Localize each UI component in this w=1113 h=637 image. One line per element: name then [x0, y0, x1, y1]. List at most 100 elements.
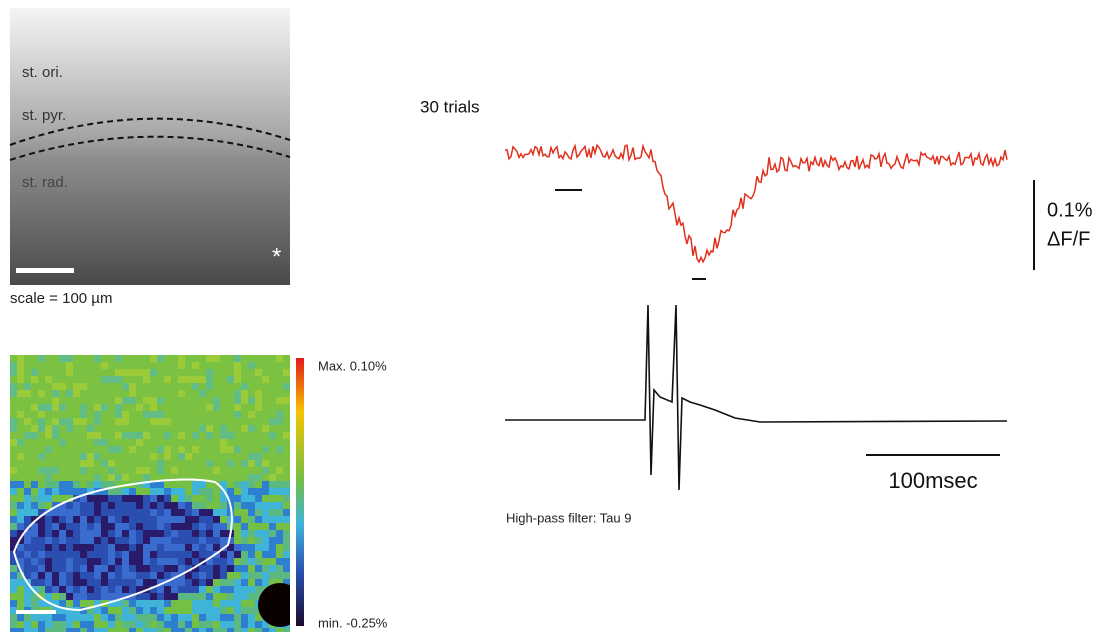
map-cell: [31, 621, 38, 628]
map-cell: [73, 579, 80, 586]
map-cell: [17, 453, 24, 460]
map-cell: [94, 628, 101, 632]
map-cell: [101, 376, 108, 383]
map-cell: [171, 600, 178, 607]
map-cell: [269, 565, 276, 572]
map-cell: [129, 565, 136, 572]
map-cell: [178, 607, 185, 614]
map-cell: [66, 446, 73, 453]
map-cell: [255, 530, 262, 537]
map-cell: [52, 551, 59, 558]
map-cell: [101, 439, 108, 446]
map-cell: [199, 600, 206, 607]
map-cell: [143, 467, 150, 474]
map-cell: [59, 418, 66, 425]
map-cell: [185, 530, 192, 537]
map-cell: [164, 453, 171, 460]
map-cell: [10, 614, 17, 621]
map-cell: [10, 467, 17, 474]
map-cell: [59, 537, 66, 544]
map-cell: [136, 516, 143, 523]
map-cell: [255, 586, 262, 593]
map-cell: [73, 523, 80, 530]
map-cell: [206, 376, 213, 383]
map-cell: [10, 537, 17, 544]
map-cell: [206, 530, 213, 537]
map-cell: [185, 495, 192, 502]
map-cell: [17, 516, 24, 523]
map-cell: [241, 600, 248, 607]
map-cell: [45, 474, 52, 481]
map-cell: [87, 474, 94, 481]
map-cell: [24, 565, 31, 572]
map-cell: [52, 586, 59, 593]
map-cell: [283, 425, 290, 432]
map-cell: [262, 579, 269, 586]
map-cell: [206, 565, 213, 572]
map-cell: [45, 390, 52, 397]
map-cell: [227, 579, 234, 586]
map-cell: [87, 411, 94, 418]
map-cell: [129, 362, 136, 369]
map-cell: [206, 579, 213, 586]
map-cell: [52, 376, 59, 383]
map-cell: [129, 397, 136, 404]
map-cell: [283, 376, 290, 383]
map-cell: [206, 516, 213, 523]
map-cell: [164, 355, 171, 362]
map-cell: [269, 481, 276, 488]
map-cell: [24, 446, 31, 453]
map-cell: [59, 453, 66, 460]
map-cell: [122, 544, 129, 551]
map-cell: [10, 572, 17, 579]
map-cell: [213, 397, 220, 404]
map-cell: [45, 397, 52, 404]
scale-bar: [16, 610, 56, 614]
map-cell: [220, 551, 227, 558]
map-cell: [262, 495, 269, 502]
map-cell: [101, 453, 108, 460]
map-cell: [255, 467, 262, 474]
map-cell: [234, 509, 241, 516]
map-cell: [150, 376, 157, 383]
map-cell: [87, 369, 94, 376]
map-cell: [24, 397, 31, 404]
map-cell: [94, 614, 101, 621]
map-cell: [157, 628, 164, 632]
map-cell: [206, 411, 213, 418]
map-cell: [234, 383, 241, 390]
map-cell: [283, 551, 290, 558]
map-cell: [283, 439, 290, 446]
map-cell: [143, 537, 150, 544]
map-cell: [171, 397, 178, 404]
map-cell: [185, 432, 192, 439]
map-cell: [150, 544, 157, 551]
map-cell: [108, 530, 115, 537]
map-cell: [122, 355, 129, 362]
map-cell: [101, 565, 108, 572]
map-cell: [220, 502, 227, 509]
map-cell: [234, 460, 241, 467]
map-cell: [94, 355, 101, 362]
map-cell: [31, 565, 38, 572]
map-cell: [276, 502, 283, 509]
map-cell: [101, 628, 108, 632]
map-cell: [150, 579, 157, 586]
map-cell: [192, 453, 199, 460]
map-cell: [38, 425, 45, 432]
map-cell: [73, 593, 80, 600]
map-cell: [73, 355, 80, 362]
map-cell: [248, 565, 255, 572]
map-cell: [122, 565, 129, 572]
map-cell: [59, 425, 66, 432]
map-cell: [178, 362, 185, 369]
map-cell: [94, 446, 101, 453]
map-cell: [17, 509, 24, 516]
map-cell: [262, 565, 269, 572]
map-cell: [262, 439, 269, 446]
map-cell: [129, 607, 136, 614]
map-cell: [227, 551, 234, 558]
map-cell: [66, 355, 73, 362]
map-cell: [17, 460, 24, 467]
map-cell: [185, 425, 192, 432]
